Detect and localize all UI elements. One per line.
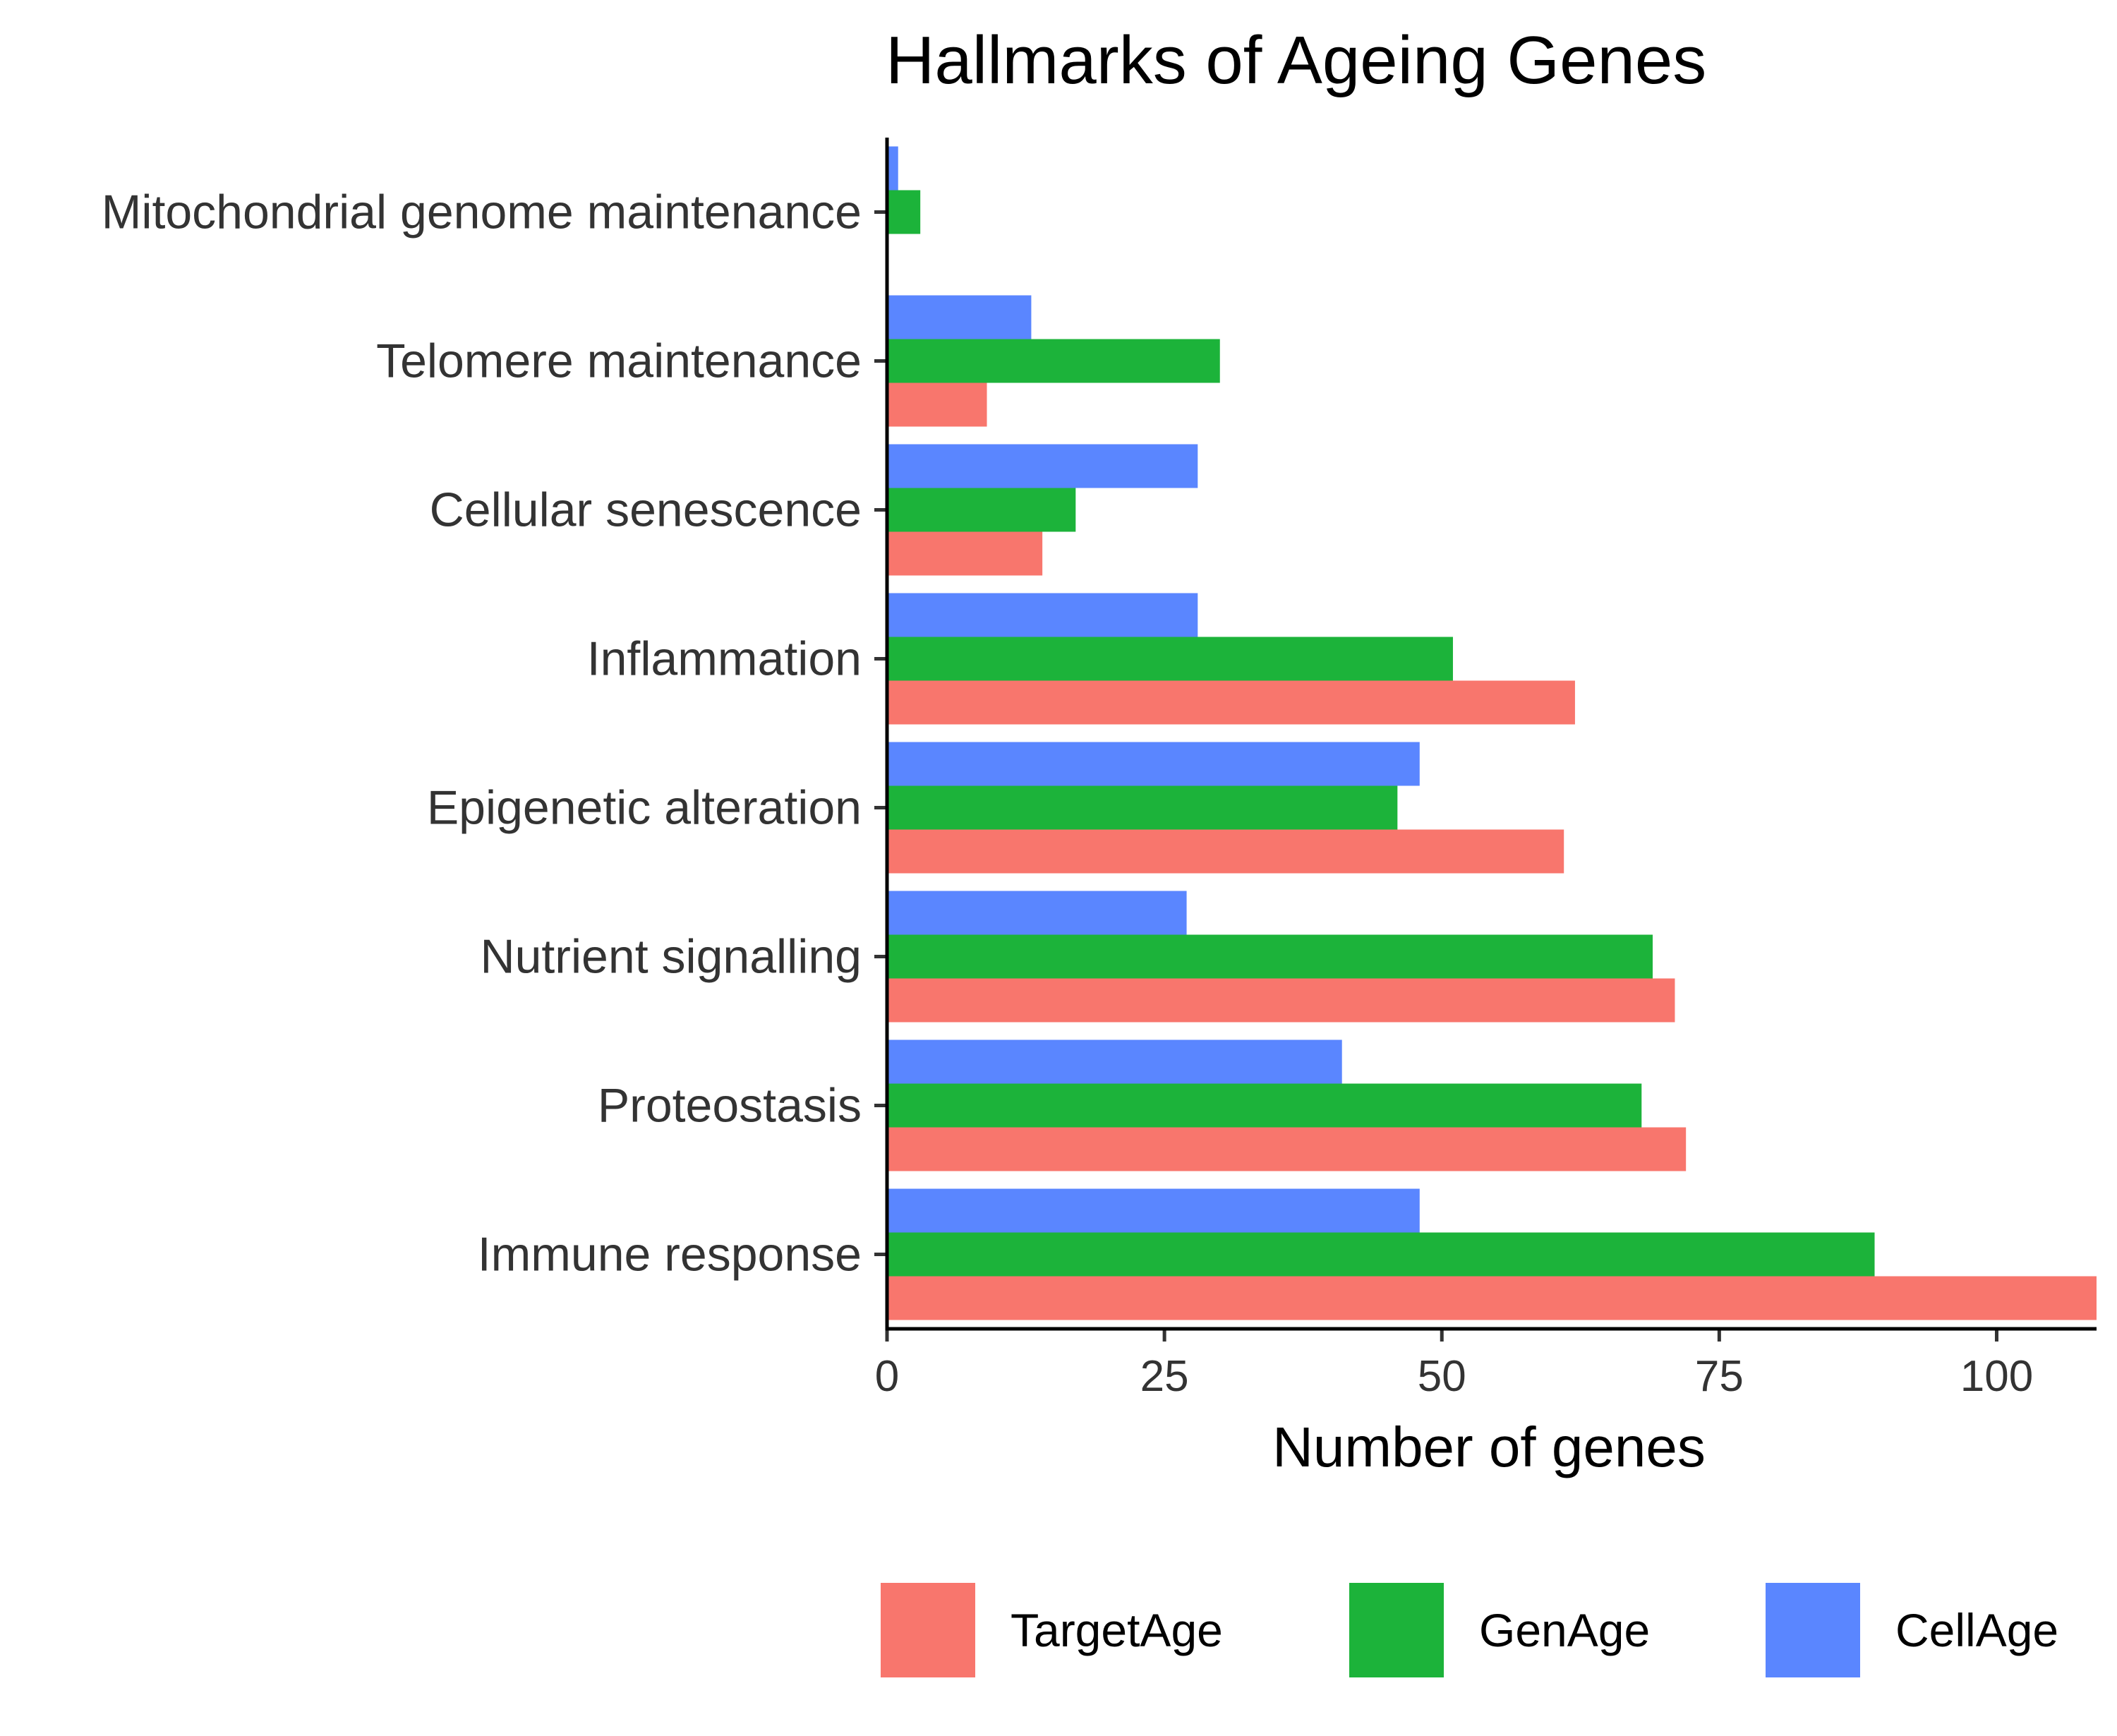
x-axis-title: Number of genes — [1272, 1416, 1706, 1478]
chart-title: Hallmarks of Ageing Genes — [886, 23, 1706, 98]
bar-proteostasis-targetage — [887, 1127, 1687, 1171]
legend-label-genage: GenAge — [1479, 1604, 1650, 1656]
bar-inflammation-cellage — [887, 593, 1198, 637]
bar-nutrient-signalling-targetage — [887, 978, 1675, 1023]
bar-epigenetic-alteration-targetage — [887, 829, 1564, 874]
category-label: Immune response — [478, 1228, 862, 1282]
category-label: Nutrient signalling — [480, 930, 862, 984]
bar-mitochondrial-genome-maintenance-cellage — [887, 146, 898, 191]
bar-proteostasis-genage — [887, 1083, 1642, 1128]
bar-telomere-maintenance-targetage — [887, 382, 987, 427]
bar-immune-response-targetage — [887, 1276, 2097, 1320]
bar-inflammation-genage — [887, 637, 1453, 681]
x-tick-label: 100 — [1960, 1352, 2033, 1401]
bar-epigenetic-alteration-genage — [887, 785, 1398, 830]
bar-nutrient-signalling-genage — [887, 934, 1653, 979]
bars-group — [887, 146, 2097, 1320]
x-tick-label: 50 — [1418, 1352, 1466, 1401]
bar-cellular-senescence-targetage — [887, 531, 1043, 576]
category-label: Cellular senescence — [430, 483, 862, 537]
bar-proteostasis-cellage — [887, 1039, 1342, 1084]
x-tick-label: 0 — [875, 1352, 899, 1401]
category-label: Epigenetic alteration — [427, 781, 862, 835]
category-label: Proteostasis — [598, 1079, 862, 1133]
legend-label-cellage: CellAge — [1895, 1604, 2058, 1656]
category-label: Telomere maintenance — [376, 334, 862, 388]
legend-key-cellage — [1766, 1583, 1860, 1677]
legend-label-targetage: TargetAge — [1011, 1604, 1223, 1656]
bar-telomere-maintenance-cellage — [887, 295, 1032, 339]
category-label: Mitochondrial genome maintenance — [102, 186, 862, 239]
bar-mitochondrial-genome-maintenance-genage — [887, 190, 921, 234]
bar-immune-response-cellage — [887, 1188, 1420, 1233]
bar-cellular-senescence-genage — [887, 488, 1076, 532]
bar-cellular-senescence-cellage — [887, 444, 1198, 488]
bar-immune-response-genage — [887, 1232, 1875, 1277]
legend: TargetAge GenAge CellAge — [881, 1583, 2058, 1677]
category-label: Inflammation — [587, 632, 862, 686]
category-labels: Immune response Proteostasis Nutrient sign… — [102, 186, 887, 1282]
bar-epigenetic-alteration-cellage — [887, 742, 1420, 786]
legend-key-genage — [1349, 1583, 1444, 1677]
x-tick-label: 25 — [1140, 1352, 1189, 1401]
legend-key-targetage — [881, 1583, 975, 1677]
bar-inflammation-targetage — [887, 680, 1575, 725]
x-axis-ticks: 0 25 50 75 100 — [875, 1329, 2033, 1401]
x-tick-label: 75 — [1695, 1352, 1744, 1401]
bar-nutrient-signalling-cellage — [887, 891, 1187, 935]
bar-telomere-maintenance-genage — [887, 339, 1220, 383]
